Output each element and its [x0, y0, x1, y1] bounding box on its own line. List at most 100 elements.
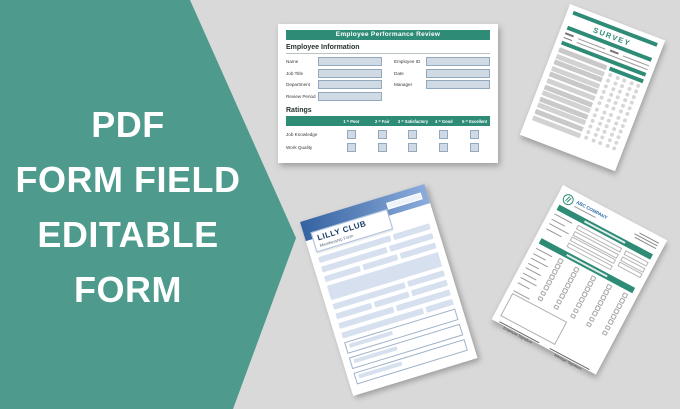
checkbox[interactable] [588, 315, 595, 323]
rating-checkbox[interactable] [470, 130, 480, 139]
survey-option-circle[interactable] [604, 123, 610, 129]
rating-checkbox[interactable] [470, 143, 480, 152]
survey-option-circle[interactable] [588, 123, 594, 130]
survey-option-circle[interactable] [603, 103, 610, 109]
field-label: Date [394, 70, 404, 76]
survey-option-circle[interactable] [597, 120, 603, 126]
checkbox[interactable] [537, 295, 544, 302]
rating-cell [367, 143, 398, 152]
checkbox[interactable] [585, 321, 593, 328]
rating-scale-label: 3 = Satisfactory [397, 118, 429, 124]
survey-option-circle[interactable] [615, 95, 621, 101]
survey-option-circle[interactable] [599, 95, 605, 101]
survey-option-circle[interactable] [606, 137, 612, 143]
member-id-box[interactable] [386, 192, 423, 210]
survey-option-circle[interactable] [622, 117, 628, 123]
text-input-field[interactable] [318, 57, 382, 66]
survey-option-circle[interactable] [606, 98, 612, 104]
survey-option-circle[interactable] [633, 88, 639, 95]
survey-option-circle[interactable] [628, 80, 634, 86]
survey-option-circle[interactable] [606, 117, 612, 123]
checkbox[interactable] [569, 312, 577, 319]
survey-option-circle[interactable] [601, 109, 607, 115]
survey-option-circle[interactable] [607, 72, 614, 78]
rating-checkbox[interactable] [377, 143, 387, 152]
survey-option-circle[interactable] [604, 143, 610, 149]
survey-option-circle[interactable] [624, 92, 630, 98]
survey-option-circle[interactable] [602, 129, 608, 135]
rating-checkbox[interactable] [346, 143, 356, 152]
survey-option-circle[interactable] [622, 97, 628, 103]
survey-option-circle[interactable] [612, 80, 618, 87]
survey-option-circle[interactable] [617, 89, 623, 95]
survey-option-circle[interactable] [590, 118, 596, 124]
text-input-field[interactable] [318, 91, 382, 101]
survey-option-circle[interactable] [592, 132, 599, 138]
survey-option-circle[interactable] [608, 92, 614, 98]
survey-option-circle[interactable] [611, 145, 617, 152]
survey-option-circle[interactable] [609, 131, 615, 137]
survey-option-circle[interactable] [611, 126, 617, 132]
survey-option-circle[interactable] [631, 94, 637, 100]
checkbox[interactable] [540, 290, 547, 297]
rating-scale-label: 1 = Poor [343, 118, 360, 124]
survey-option-circle[interactable] [620, 123, 626, 129]
survey-option-circle[interactable] [583, 135, 590, 141]
field-row: Name [286, 57, 382, 66]
survey-option-circle[interactable] [601, 89, 607, 95]
survey-option-circle[interactable] [629, 100, 635, 106]
rating-checkbox[interactable] [377, 130, 387, 139]
survey-option-circle[interactable] [624, 111, 630, 117]
survey-option-circle[interactable] [613, 140, 619, 146]
survey-option-circle[interactable] [605, 78, 611, 84]
rating-checkbox[interactable] [439, 143, 449, 152]
survey-option-circle[interactable] [619, 103, 626, 109]
survey-option-circle[interactable] [597, 140, 603, 146]
survey-option-circle[interactable] [617, 109, 623, 115]
text-input-field[interactable] [426, 68, 490, 78]
survey-option-circle[interactable] [626, 106, 633, 112]
checkbox[interactable] [542, 284, 550, 292]
text-input-field[interactable] [426, 80, 490, 89]
survey-option-circle[interactable] [612, 100, 619, 106]
survey-option-circle[interactable] [619, 83, 625, 89]
survey-option-circle[interactable] [621, 77, 627, 84]
checkbox[interactable] [572, 307, 579, 314]
rating-checkbox[interactable] [408, 143, 418, 152]
survey-option-circle[interactable] [590, 137, 596, 144]
survey-option-circle[interactable] [596, 101, 603, 107]
survey-option-circle[interactable] [603, 84, 609, 90]
rating-cell [367, 130, 398, 139]
rating-checkbox[interactable] [408, 130, 418, 139]
survey-option-circle[interactable] [599, 134, 606, 141]
survey-option-circle[interactable] [595, 126, 601, 132]
survey-option-circle[interactable] [626, 86, 632, 92]
survey-option-circle[interactable] [594, 106, 600, 112]
survey-option-circle[interactable] [592, 112, 598, 118]
checkbox[interactable] [591, 310, 598, 317]
survey-option-circle[interactable] [615, 114, 621, 120]
survey-option-circle[interactable] [613, 120, 619, 126]
checkbox[interactable] [559, 293, 566, 300]
checkbox[interactable] [556, 298, 563, 305]
checkbox[interactable] [553, 304, 560, 311]
survey-option-circle[interactable] [599, 115, 605, 121]
survey-option-circle[interactable] [615, 134, 622, 140]
rating-checkbox[interactable] [439, 130, 449, 139]
survey-option-circle[interactable] [610, 106, 616, 112]
checkbox[interactable] [575, 301, 582, 309]
text-input-field[interactable] [318, 80, 382, 89]
field-label: Name [286, 59, 299, 64]
rating-checkbox[interactable] [346, 130, 356, 139]
text-input-field[interactable] [318, 68, 382, 78]
checkbox[interactable] [604, 324, 612, 331]
survey-option-circle[interactable] [608, 112, 614, 118]
survey-option-circle[interactable] [635, 83, 641, 89]
survey-option-circle[interactable] [614, 75, 620, 81]
checkbox[interactable] [601, 329, 609, 337]
survey-option-circle[interactable] [618, 128, 624, 134]
checkbox[interactable] [607, 319, 614, 326]
survey-option-circle[interactable] [610, 86, 616, 92]
survey-option-circle[interactable] [586, 129, 592, 135]
text-input-field[interactable] [426, 57, 490, 66]
